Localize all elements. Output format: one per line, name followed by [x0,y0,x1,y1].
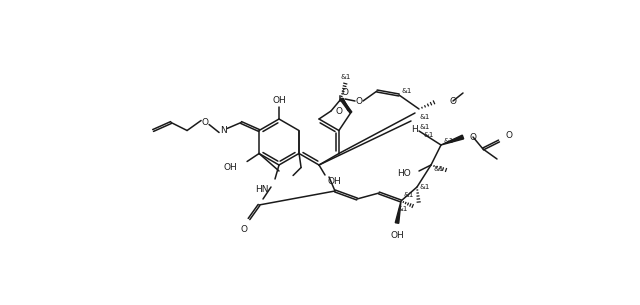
Text: &1: &1 [420,114,430,120]
Text: O: O [449,96,456,106]
Text: &1: &1 [398,206,408,212]
Text: OH: OH [223,163,237,172]
Text: &1: &1 [420,124,430,130]
Text: O: O [355,96,362,106]
Text: OH: OH [390,231,404,240]
Text: &1: &1 [420,184,430,190]
Text: OH: OH [327,178,340,186]
Text: HN: HN [255,185,269,193]
Text: N: N [220,126,227,135]
Text: &1: &1 [444,138,454,144]
Text: O: O [505,131,512,139]
Text: H: H [412,124,419,134]
Text: O: O [341,88,348,97]
Text: &1: &1 [402,88,412,94]
Text: &1: &1 [341,74,351,80]
Text: O: O [335,106,342,116]
Text: HO: HO [397,168,411,178]
Text: &1: &1 [434,166,444,172]
Text: OH: OH [272,96,286,105]
Polygon shape [396,201,401,223]
Text: O: O [241,225,248,234]
Text: &1: &1 [404,192,414,198]
Text: O: O [469,132,476,142]
Text: O: O [202,118,209,127]
Polygon shape [441,135,464,145]
Text: &1: &1 [424,132,434,138]
